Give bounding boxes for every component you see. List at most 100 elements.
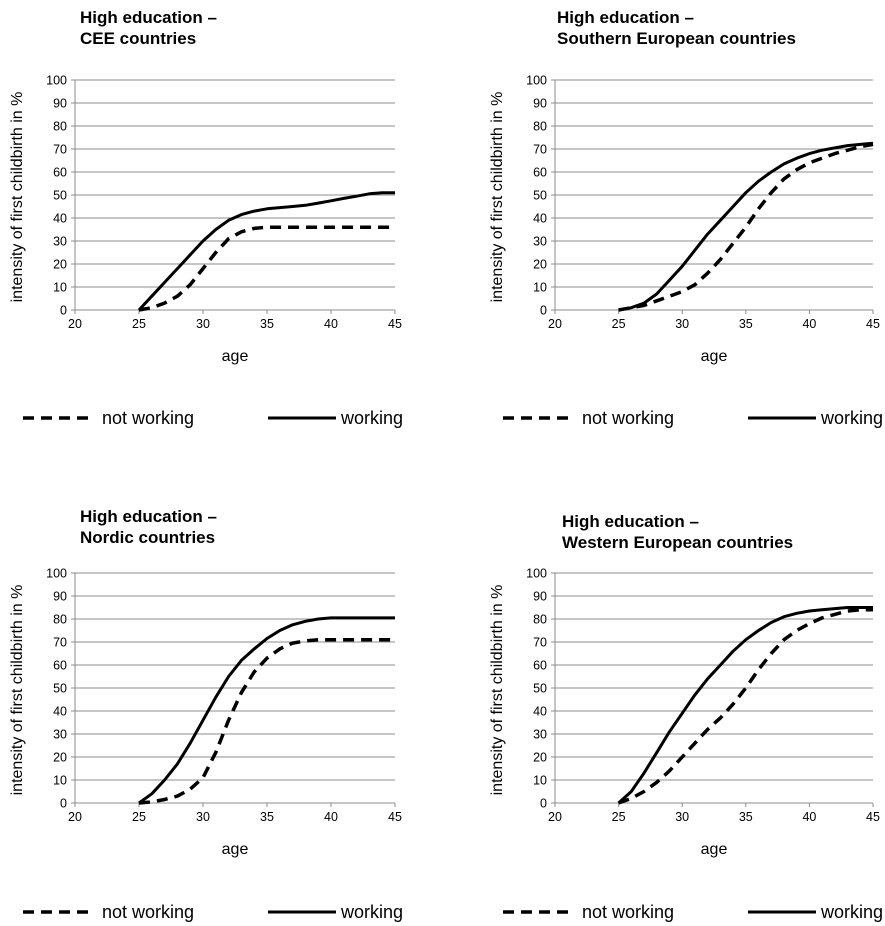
y-tick-label: 70	[53, 143, 67, 157]
y-tick-label: 20	[53, 258, 67, 272]
y-tick-label: 10	[533, 281, 547, 295]
x-tick-label: 20	[548, 810, 562, 824]
x-tick-label: 40	[324, 810, 338, 824]
x-tick-label: 20	[68, 810, 82, 824]
chart-title-line: High education –	[80, 507, 217, 526]
x-axis-label: age	[701, 348, 728, 365]
x-tick-label: 45	[866, 810, 880, 824]
x-axis-label: age	[222, 841, 249, 858]
y-tick-label: 90	[533, 97, 547, 111]
legend: not working working	[503, 408, 883, 428]
y-tick-label: 50	[533, 189, 547, 203]
x-tick-label: 30	[675, 810, 689, 824]
y-tick-label: 80	[53, 120, 67, 134]
x-tick-label: 30	[196, 810, 210, 824]
y-tick-label: 80	[533, 613, 547, 627]
y-tick-label: 60	[533, 659, 547, 673]
series-line-not-working	[618, 142, 874, 312]
y-tick-label: 100	[526, 74, 547, 88]
y-tick-label: 50	[533, 682, 547, 696]
y-tick-label: 10	[533, 774, 547, 788]
y-tick-label: 40	[533, 212, 547, 226]
x-tick-label: 40	[802, 317, 816, 331]
legend: not working working	[23, 902, 403, 922]
series-line-not-working	[138, 637, 395, 805]
legend: not working working	[503, 902, 883, 922]
y-tick-label: 10	[53, 774, 67, 788]
x-axis-label: age	[701, 841, 728, 858]
x-axis-label: age	[222, 348, 249, 365]
y-tick-label: 10	[53, 281, 67, 295]
legend-label-not-working: not working	[102, 902, 194, 922]
x-tick-label: 35	[260, 317, 274, 331]
y-tick-label: 30	[53, 728, 67, 742]
x-tick-label: 25	[132, 317, 146, 331]
x-tick-label: 45	[866, 317, 880, 331]
y-tick-label: 60	[53, 166, 67, 180]
legend-label-not-working: not working	[582, 408, 674, 428]
y-tick-label: 0	[60, 304, 67, 318]
y-tick-label: 0	[540, 797, 547, 811]
series-line-working	[137, 191, 395, 312]
x-tick-label: 35	[739, 317, 753, 331]
x-tick-label: 45	[388, 317, 402, 331]
x-tick-label: 25	[132, 810, 146, 824]
series-line-not-working	[138, 225, 395, 312]
y-tick-label: 80	[533, 120, 547, 134]
x-tick-label: 30	[675, 317, 689, 331]
y-tick-label: 20	[53, 751, 67, 765]
y-tick-label: 50	[53, 189, 67, 203]
y-tick-label: 0	[60, 797, 67, 811]
y-tick-label: 40	[533, 705, 547, 719]
series-line-working	[618, 141, 874, 312]
y-tick-label: 100	[46, 567, 67, 581]
x-tick-label: 35	[260, 810, 274, 824]
y-tick-label: 40	[53, 705, 67, 719]
y-tick-label: 90	[53, 97, 67, 111]
y-axis-label: intensity of first childbirth in %	[489, 585, 506, 796]
chart-panel-3: High education – Nordic countries 0 10 20 30 4…	[9, 507, 403, 922]
series-line-not-working	[618, 608, 873, 805]
legend-label-not-working: not working	[582, 902, 674, 922]
legend-label-working: working	[820, 902, 883, 922]
x-tick-label: 25	[612, 317, 626, 331]
y-axis-label: intensity of first childbirth in %	[9, 92, 26, 303]
y-tick-label: 70	[533, 636, 547, 650]
x-tick-label: 35	[739, 810, 753, 824]
y-tick-label: 0	[540, 304, 547, 318]
chart-title-line: High education –	[80, 8, 217, 27]
y-tick-label: 30	[533, 728, 547, 742]
legend-label-working: working	[340, 408, 403, 428]
chart-panel-1: High education – CEE countries 0 10 20 30 40 50…	[9, 8, 403, 428]
y-tick-label: 30	[53, 235, 67, 249]
series-line-working	[138, 616, 395, 805]
x-tick-label: 25	[612, 810, 626, 824]
y-tick-label: 70	[533, 143, 547, 157]
y-tick-label: 90	[533, 590, 547, 604]
chart-panel-4: High education – Western European countri…	[489, 512, 883, 922]
y-tick-label: 80	[53, 613, 67, 627]
x-tick-label: 40	[324, 317, 338, 331]
y-tick-label: 30	[533, 235, 547, 249]
y-tick-label: 100	[526, 567, 547, 581]
chart-title-line: Western European countries	[562, 533, 793, 552]
chart-title-line: Nordic countries	[80, 528, 215, 547]
y-tick-label: 100	[46, 74, 67, 88]
y-axis-label: intensity of first childbirth in %	[9, 585, 26, 796]
x-tick-label: 20	[548, 317, 562, 331]
y-tick-label: 90	[53, 590, 67, 604]
x-tick-label: 40	[802, 810, 816, 824]
legend-label-not-working: not working	[102, 408, 194, 428]
x-tick-label: 30	[196, 317, 210, 331]
x-tick-label: 45	[388, 810, 402, 824]
chart-title-line: CEE countries	[80, 29, 196, 48]
chart-title-line: High education –	[562, 512, 699, 531]
series-line-working	[617, 606, 873, 805]
chart-title-line: Southern European countries	[557, 29, 796, 48]
x-tick-label: 20	[68, 317, 82, 331]
chart-panel-2: High education – Southern European countr…	[489, 8, 883, 428]
legend-label-working: working	[340, 902, 403, 922]
y-tick-label: 20	[533, 258, 547, 272]
y-axis-label: intensity of first childbirth in %	[489, 92, 506, 303]
